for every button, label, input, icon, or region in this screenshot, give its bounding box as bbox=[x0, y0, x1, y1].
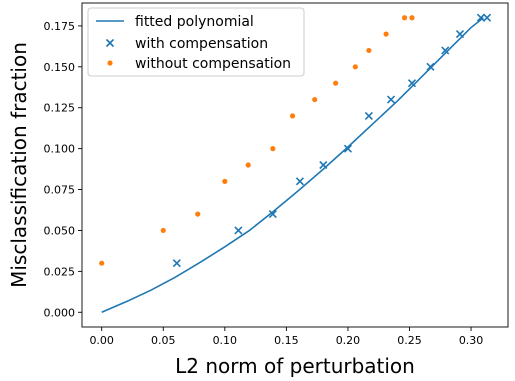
legend-label-fitted-polynomial: fitted polynomial bbox=[135, 14, 254, 30]
x-tick-label: 0.30 bbox=[459, 334, 484, 347]
without-compensation-point bbox=[312, 96, 318, 103]
x-tick-label: 0.15 bbox=[274, 334, 299, 347]
legend-label-without-compensation: without compensation bbox=[135, 56, 291, 72]
with-compensation-point bbox=[426, 62, 435, 71]
without-compensation-point bbox=[245, 162, 251, 168]
without-compensation-point bbox=[195, 211, 201, 217]
x-tick-label: 0.25 bbox=[397, 334, 422, 347]
y-tick-label: 0.000 bbox=[44, 306, 76, 319]
legend-frame bbox=[87, 7, 305, 77]
without-compensation-point bbox=[270, 146, 276, 152]
y-tick-label: 0.175 bbox=[44, 20, 76, 33]
y-axis: 0.000 0.025 0.050 0.075 0.100 0.125 0.150 0.175 bbox=[44, 20, 82, 319]
with-compensation-point bbox=[455, 30, 465, 39]
y-tick-label: 0.025 bbox=[44, 265, 76, 278]
without-compensation-point bbox=[160, 227, 166, 234]
x-tick-label: 0.05 bbox=[151, 334, 176, 347]
y-tick-label: 0.150 bbox=[44, 61, 76, 74]
without-compensation-point bbox=[409, 15, 415, 21]
with-compensation-point bbox=[483, 13, 492, 22]
with-compensation-point bbox=[407, 79, 417, 88]
without-compensation-point bbox=[401, 15, 408, 21]
x-tick-label: 0.10 bbox=[213, 334, 238, 347]
fitted-polynomial-line bbox=[101, 17, 484, 314]
x-axis-title: L2 norm of perturbation bbox=[175, 354, 415, 377]
with-compensation-point bbox=[234, 226, 243, 235]
with-compensation-point bbox=[364, 111, 373, 120]
with-compensation-point bbox=[172, 259, 181, 268]
series-layer bbox=[99, 13, 492, 314]
y-tick-label: 0.050 bbox=[44, 224, 76, 237]
y-tick-label: 0.075 bbox=[44, 184, 76, 197]
x-axis: 0.00 0.05 0.10 0.15 0.20 0.25 0.30 bbox=[89, 327, 483, 347]
with-compensation-point bbox=[476, 13, 485, 22]
without-compensation-point bbox=[352, 64, 358, 70]
y-tick-label: 0.125 bbox=[44, 102, 76, 115]
without-compensation-point bbox=[99, 260, 105, 266]
without-compensation-point bbox=[333, 80, 339, 86]
legend-x-marker bbox=[105, 38, 115, 48]
with-compensation-point bbox=[295, 177, 304, 186]
without-compensation-point bbox=[366, 47, 372, 54]
with-compensation-point bbox=[268, 210, 277, 219]
without-compensation-point bbox=[289, 113, 296, 119]
legend: fitted polynomial with compensation with… bbox=[87, 7, 305, 77]
x-tick-label: 0.00 bbox=[89, 334, 114, 347]
legend-label-with-compensation: with compensation bbox=[135, 36, 268, 52]
with-compensation-point bbox=[343, 144, 353, 153]
with-compensation-point bbox=[441, 46, 450, 55]
without-compensation-point bbox=[383, 31, 389, 37]
y-tick-label: 0.100 bbox=[44, 143, 76, 156]
with-compensation-point bbox=[319, 160, 328, 170]
y-axis-title: Misclassification fraction bbox=[7, 42, 31, 288]
legend-dot-marker bbox=[107, 60, 113, 66]
x-tick-label: 0.20 bbox=[336, 334, 361, 347]
with-compensation-point bbox=[386, 95, 396, 104]
without-compensation-point bbox=[222, 178, 228, 184]
